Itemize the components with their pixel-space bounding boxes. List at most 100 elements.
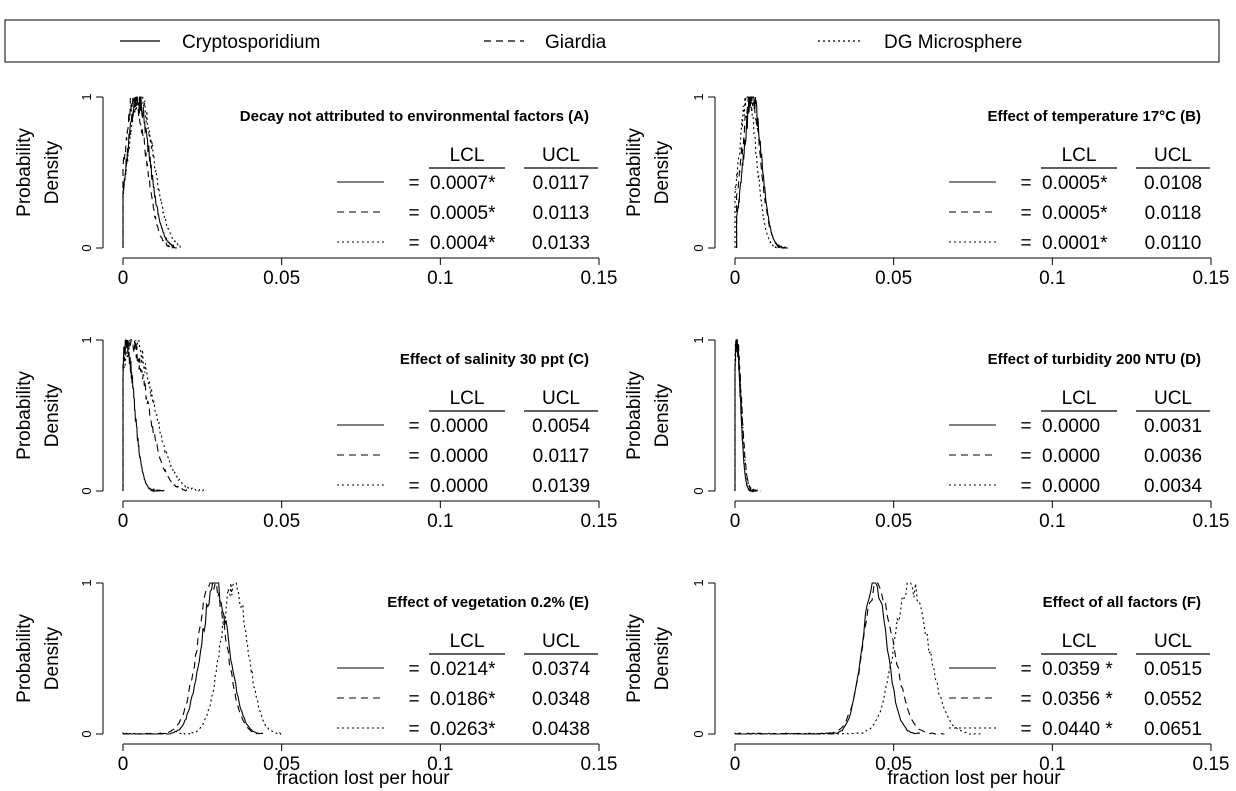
x-tick-label: 0 (118, 754, 129, 775)
ci-row-equals: = (1020, 476, 1031, 497)
ci-row-equals: = (1020, 719, 1031, 740)
legend-label-giardia: Giardia (545, 32, 607, 53)
x-tick-label: 0.15 (1193, 754, 1230, 775)
col-header-ucl: UCL (542, 145, 580, 166)
panel-title: Decay not attributed to environmental fa… (240, 108, 589, 125)
ci-row-ucl: 0.0054 (532, 416, 591, 437)
x-tick-label: 0.05 (263, 268, 300, 289)
y-axis-title-line1: Probability (624, 614, 645, 703)
ci-row-ucl: 0.0034 (1144, 476, 1203, 497)
legend-frame (4, 19, 1220, 63)
ci-row-equals: = (408, 719, 419, 740)
ci-row-lcl: 0.0000 (430, 476, 488, 497)
panel-title: Effect of temperature 17°C (B) (987, 108, 1201, 125)
panels: 0 1 Probability Density 0 0.05 0.1 0.15 Decay no… (14, 93, 1229, 775)
x-tick-label: 0.15 (581, 511, 618, 532)
y-axis-title-line1: Probability (14, 128, 35, 217)
density-curve-giardia (122, 96, 177, 249)
density-curve-cryptosporidium (122, 96, 175, 248)
ci-row-lcl: 0.0005* (1042, 203, 1108, 224)
ci-row-ucl: 0.0374 (532, 659, 591, 680)
x-tick-label: 0 (118, 268, 129, 289)
ci-row-ucl: 0.0036 (1144, 446, 1202, 467)
y-tick-label: 1 (79, 336, 94, 343)
x-tick-label: 0.15 (581, 268, 618, 289)
x-tick-label: 0.05 (875, 754, 912, 775)
ci-row-equals: = (408, 173, 419, 194)
y-tick-label: 0 (79, 730, 94, 737)
x-tick-label: 0.1 (1039, 268, 1065, 289)
col-header-lcl: LCL (450, 631, 485, 652)
ci-row-equals: = (408, 203, 419, 224)
y-tick-label: 1 (691, 336, 706, 343)
x-axis-title-right: fraction lost per hour (887, 768, 1061, 789)
y-axis-title-line1: Probability (14, 371, 35, 460)
x-tick-label: 0.15 (581, 754, 618, 775)
y-axis-title-line2: Density (42, 626, 63, 690)
ci-row-lcl: 0.0214* (430, 659, 496, 680)
col-header-lcl: LCL (1062, 388, 1097, 409)
col-header-ucl: UCL (542, 631, 580, 652)
density-curve-dg-microsphere (798, 582, 984, 735)
col-header-lcl: LCL (450, 145, 485, 166)
x-tick-label: 0.15 (1193, 511, 1230, 532)
panel-title: Effect of salinity 30 ppt (C) (400, 351, 589, 368)
x-tick-label: 0.05 (875, 268, 912, 289)
ci-row-ucl: 0.0113 (533, 203, 590, 224)
ci-row-ucl: 0.0348 (532, 689, 590, 710)
x-tick-label: 0.05 (875, 511, 912, 532)
density-curve-giardia (734, 582, 945, 735)
ci-row-lcl: 0.0356 * (1042, 689, 1113, 710)
ci-row-equals: = (1020, 173, 1031, 194)
legend-label-cryptosporidium: Cryptosporidium (182, 32, 320, 53)
ci-row-ucl: 0.0110 (1145, 233, 1202, 254)
density-curve-giardia (122, 338, 188, 492)
ci-row-lcl: 0.0440 * (1042, 719, 1113, 740)
ci-row-ucl: 0.0118 (1145, 203, 1202, 224)
ci-row-ucl: 0.0133 (532, 233, 590, 254)
col-header-ucl: UCL (542, 388, 580, 409)
x-tick-label: 0.1 (427, 511, 453, 532)
x-tick-label: 0 (118, 511, 129, 532)
density-curve-giardia (736, 96, 790, 249)
density-curve-cryptosporidium (122, 582, 257, 735)
ci-row-ucl: 0.0108 (1144, 173, 1202, 194)
ci-row-lcl: 0.0186* (430, 689, 496, 710)
density-curve-cryptosporidium (736, 96, 787, 249)
ci-row-lcl: 0.0005* (430, 203, 496, 224)
panel-title: Effect of turbidity 200 NTU (D) (988, 351, 1201, 368)
ci-row-equals: = (408, 659, 419, 680)
x-tick-label: 0.05 (263, 511, 300, 532)
density-curve-cryptosporidium (735, 582, 920, 735)
ci-row-ucl: 0.0651 (1144, 719, 1202, 740)
y-axis-title-line2: Density (42, 140, 63, 204)
ci-row-ucl: 0.0438 (532, 719, 590, 740)
y-tick-label: 0 (691, 730, 706, 737)
ci-row-lcl: 0.0004* (430, 233, 496, 254)
panel-c: 0 1 Probability Density 0 0.05 0.1 0.15 Effect o… (14, 336, 617, 532)
ci-row-lcl: 0.0000 (1042, 416, 1100, 437)
y-axis-title-line1: Probability (14, 614, 35, 703)
x-tick-label: 0 (730, 754, 741, 775)
density-curve-giardia (123, 582, 267, 735)
panel-e: 0 1 Probability Density 0 0.05 0.1 0.15 Effect o… (14, 579, 617, 775)
ci-row-ucl: 0.0552 (1144, 689, 1202, 710)
ci-row-ucl: 0.0515 (1144, 659, 1202, 680)
y-axis-title-line2: Density (652, 140, 673, 204)
ci-row-equals: = (408, 416, 419, 437)
ci-row-equals: = (408, 233, 419, 254)
ci-row-lcl: 0.0001* (1042, 233, 1108, 254)
ci-row-ucl: 0.0117 (533, 446, 590, 467)
ci-row-equals: = (1020, 689, 1031, 710)
ci-row-lcl: 0.0000 (1042, 446, 1100, 467)
x-tick-label: 0 (730, 268, 741, 289)
density-curve-dg-microsphere (734, 339, 758, 493)
y-axis-title-line1: Probability (624, 371, 645, 460)
ci-row-equals: = (1020, 446, 1031, 467)
y-axis-title-line2: Density (42, 383, 63, 447)
y-tick-label: 0 (691, 244, 706, 251)
ci-row-equals: = (1020, 203, 1031, 224)
col-header-lcl: LCL (1062, 631, 1097, 652)
col-header-ucl: UCL (1154, 145, 1192, 166)
